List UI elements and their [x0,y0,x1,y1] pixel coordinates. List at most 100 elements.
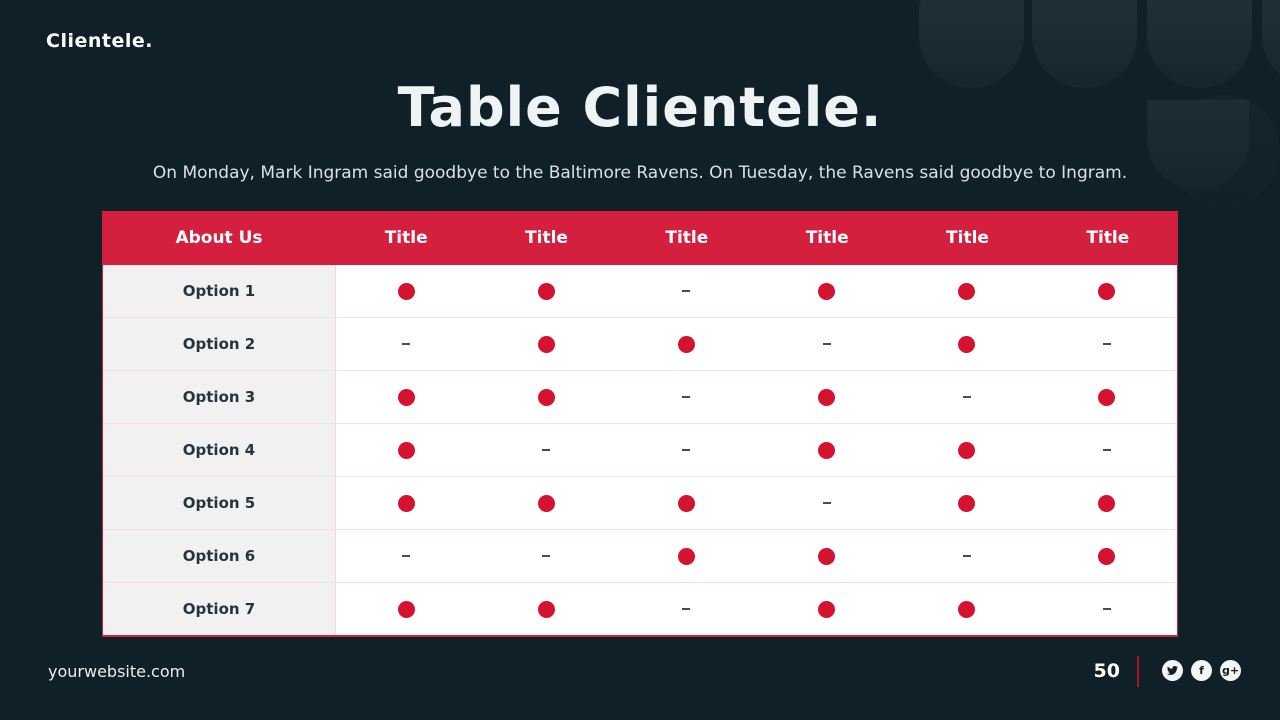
dash-marker-icon [1102,449,1111,451]
dash-marker-icon [1102,343,1111,345]
table-cell-dash [336,530,476,582]
row-label: Option 6 [103,530,336,582]
table-cell-dot [897,424,1037,476]
table-cell-dot [757,583,897,635]
table-cell-dot [757,265,897,317]
dot-marker-icon [1098,494,1116,512]
dash-marker-icon [962,396,971,398]
social-links: f g+ [1162,660,1241,681]
dash-marker-icon [682,608,691,610]
column-header-title: Title [525,228,568,248]
row-label: Option 5 [103,477,336,529]
table-cell-dash [476,530,616,582]
table-cell-dot [1037,265,1177,317]
dot-marker-icon [397,494,415,512]
dot-marker-icon [818,388,836,406]
row-label: Option 1 [103,265,336,317]
dot-marker-icon [397,282,415,300]
table-cell-dot [897,265,1037,317]
dash-marker-icon [1102,608,1111,610]
table-cell-dot [476,265,616,317]
website-link: yourwebsite.com [48,662,186,681]
page-number: 50 [1093,660,1120,682]
table-cell-dot [336,265,476,317]
table-cell-dash [616,265,756,317]
table-cell-dash [897,530,1037,582]
table-row: Option 1 [103,265,1177,318]
deco-blob [1032,0,1137,88]
dot-marker-icon [958,494,976,512]
table-cell-dash [1037,424,1177,476]
table-cell-dot [1037,530,1177,582]
column-header-title: Title [665,228,709,248]
dot-marker-icon [537,335,555,353]
footer-divider [1137,656,1139,687]
deco-blob [919,0,1024,88]
table-cell-dot [336,424,476,476]
row-label: Option 2 [103,318,336,370]
table-cell-dot [616,530,756,582]
dot-marker-icon [818,600,836,618]
dash-marker-icon [542,449,551,451]
dot-marker-icon [818,547,836,565]
table-cell-dash [897,371,1037,423]
dot-marker-icon [537,494,555,512]
clientele-table: About Us Title Title Title Title Title Title O… [102,211,1178,637]
column-header-title: Title [1086,228,1130,248]
dot-marker-icon [818,441,836,459]
dot-marker-icon [677,494,695,512]
column-header-about-us: About Us [175,228,263,248]
twitter-bird-icon [1167,666,1178,675]
table-row: Option 4 [103,424,1177,477]
dot-marker-icon [397,388,415,406]
deco-blob [1147,0,1252,88]
row-label: Option 4 [103,424,336,476]
table-body: Option 1 Option 2 Option 3 Option 4 Option 5… [102,265,1178,637]
table-header-row: About Us Title Title Title Title Title Title [102,211,1178,265]
page-subtitle: On Monday, Mark Ingram said goodbye to t… [152,163,1128,183]
twitter-icon[interactable] [1162,660,1183,681]
dot-marker-icon [1098,388,1116,406]
row-label: Option 7 [103,583,336,635]
table-cell-dash [757,477,897,529]
dash-marker-icon [682,290,691,292]
dot-marker-icon [677,547,695,565]
brand-logo: Clientele. [46,30,153,52]
dot-marker-icon [677,335,695,353]
table-cell-dash [616,371,756,423]
table-cell-dash [616,424,756,476]
table-cell-dash [1037,318,1177,370]
table-cell-dot [476,477,616,529]
googleplus-icon[interactable]: g+ [1220,660,1241,681]
dash-marker-icon [962,555,971,557]
table-cell-dot [757,424,897,476]
table-cell-dot [897,477,1037,529]
table-row: Option 2 [103,318,1177,371]
table-cell-dot [336,477,476,529]
table-cell-dot [616,318,756,370]
table-cell-dot [897,583,1037,635]
table-cell-dot [336,583,476,635]
deco-blob [1262,0,1280,88]
column-header-title: Title [946,228,989,248]
table-row: Option 7 [103,583,1177,635]
dot-marker-icon [958,335,976,353]
dot-marker-icon [537,282,555,300]
table-row: Option 6 [103,530,1177,583]
table-cell-dot [757,371,897,423]
table-cell-dot [897,318,1037,370]
dash-marker-icon [542,555,551,557]
table-cell-dot [757,530,897,582]
table-cell-dash [336,318,476,370]
dot-marker-icon [958,282,976,300]
table-cell-dash [616,583,756,635]
table-cell-dash [757,318,897,370]
table-cell-dot [1037,477,1177,529]
table-cell-dot [476,583,616,635]
dot-marker-icon [958,600,976,618]
page-title: Table Clientele. [397,76,883,139]
dash-marker-icon [822,502,831,504]
facebook-icon[interactable]: f [1191,660,1212,681]
dot-marker-icon [818,282,836,300]
table-cell-dot [476,371,616,423]
